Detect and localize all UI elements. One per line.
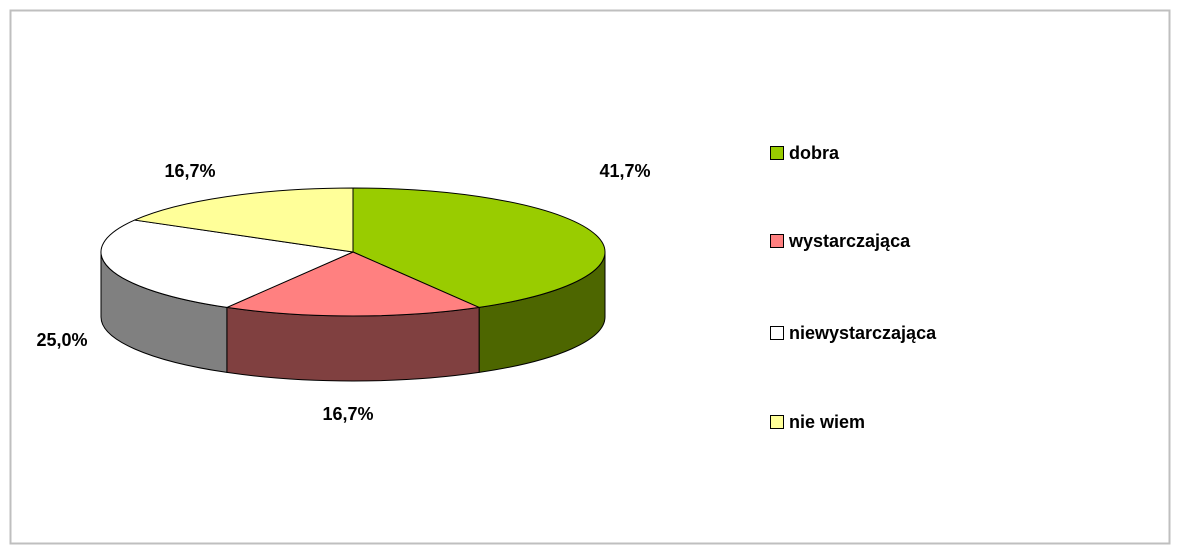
legend-label: dobra — [789, 143, 840, 163]
data-label: 41,7% — [599, 161, 650, 181]
data-label: 16,7% — [164, 161, 215, 181]
legend-label: niewystarczająca — [789, 323, 937, 343]
legend-swatch — [770, 415, 784, 429]
pie-slice — [226, 251, 480, 317]
legend-swatch — [770, 146, 784, 160]
legend-label: nie wiem — [789, 412, 865, 432]
pie-slice — [134, 187, 354, 253]
pie-slice — [100, 219, 354, 308]
legend-swatch — [770, 326, 784, 340]
legend-swatch — [770, 234, 784, 248]
data-label: 16,7% — [322, 404, 373, 424]
pie-slice-side — [226, 306, 480, 382]
legend-label: wystarczająca — [788, 231, 911, 251]
data-label: 25,0% — [36, 330, 87, 350]
pie-slice — [352, 187, 606, 308]
